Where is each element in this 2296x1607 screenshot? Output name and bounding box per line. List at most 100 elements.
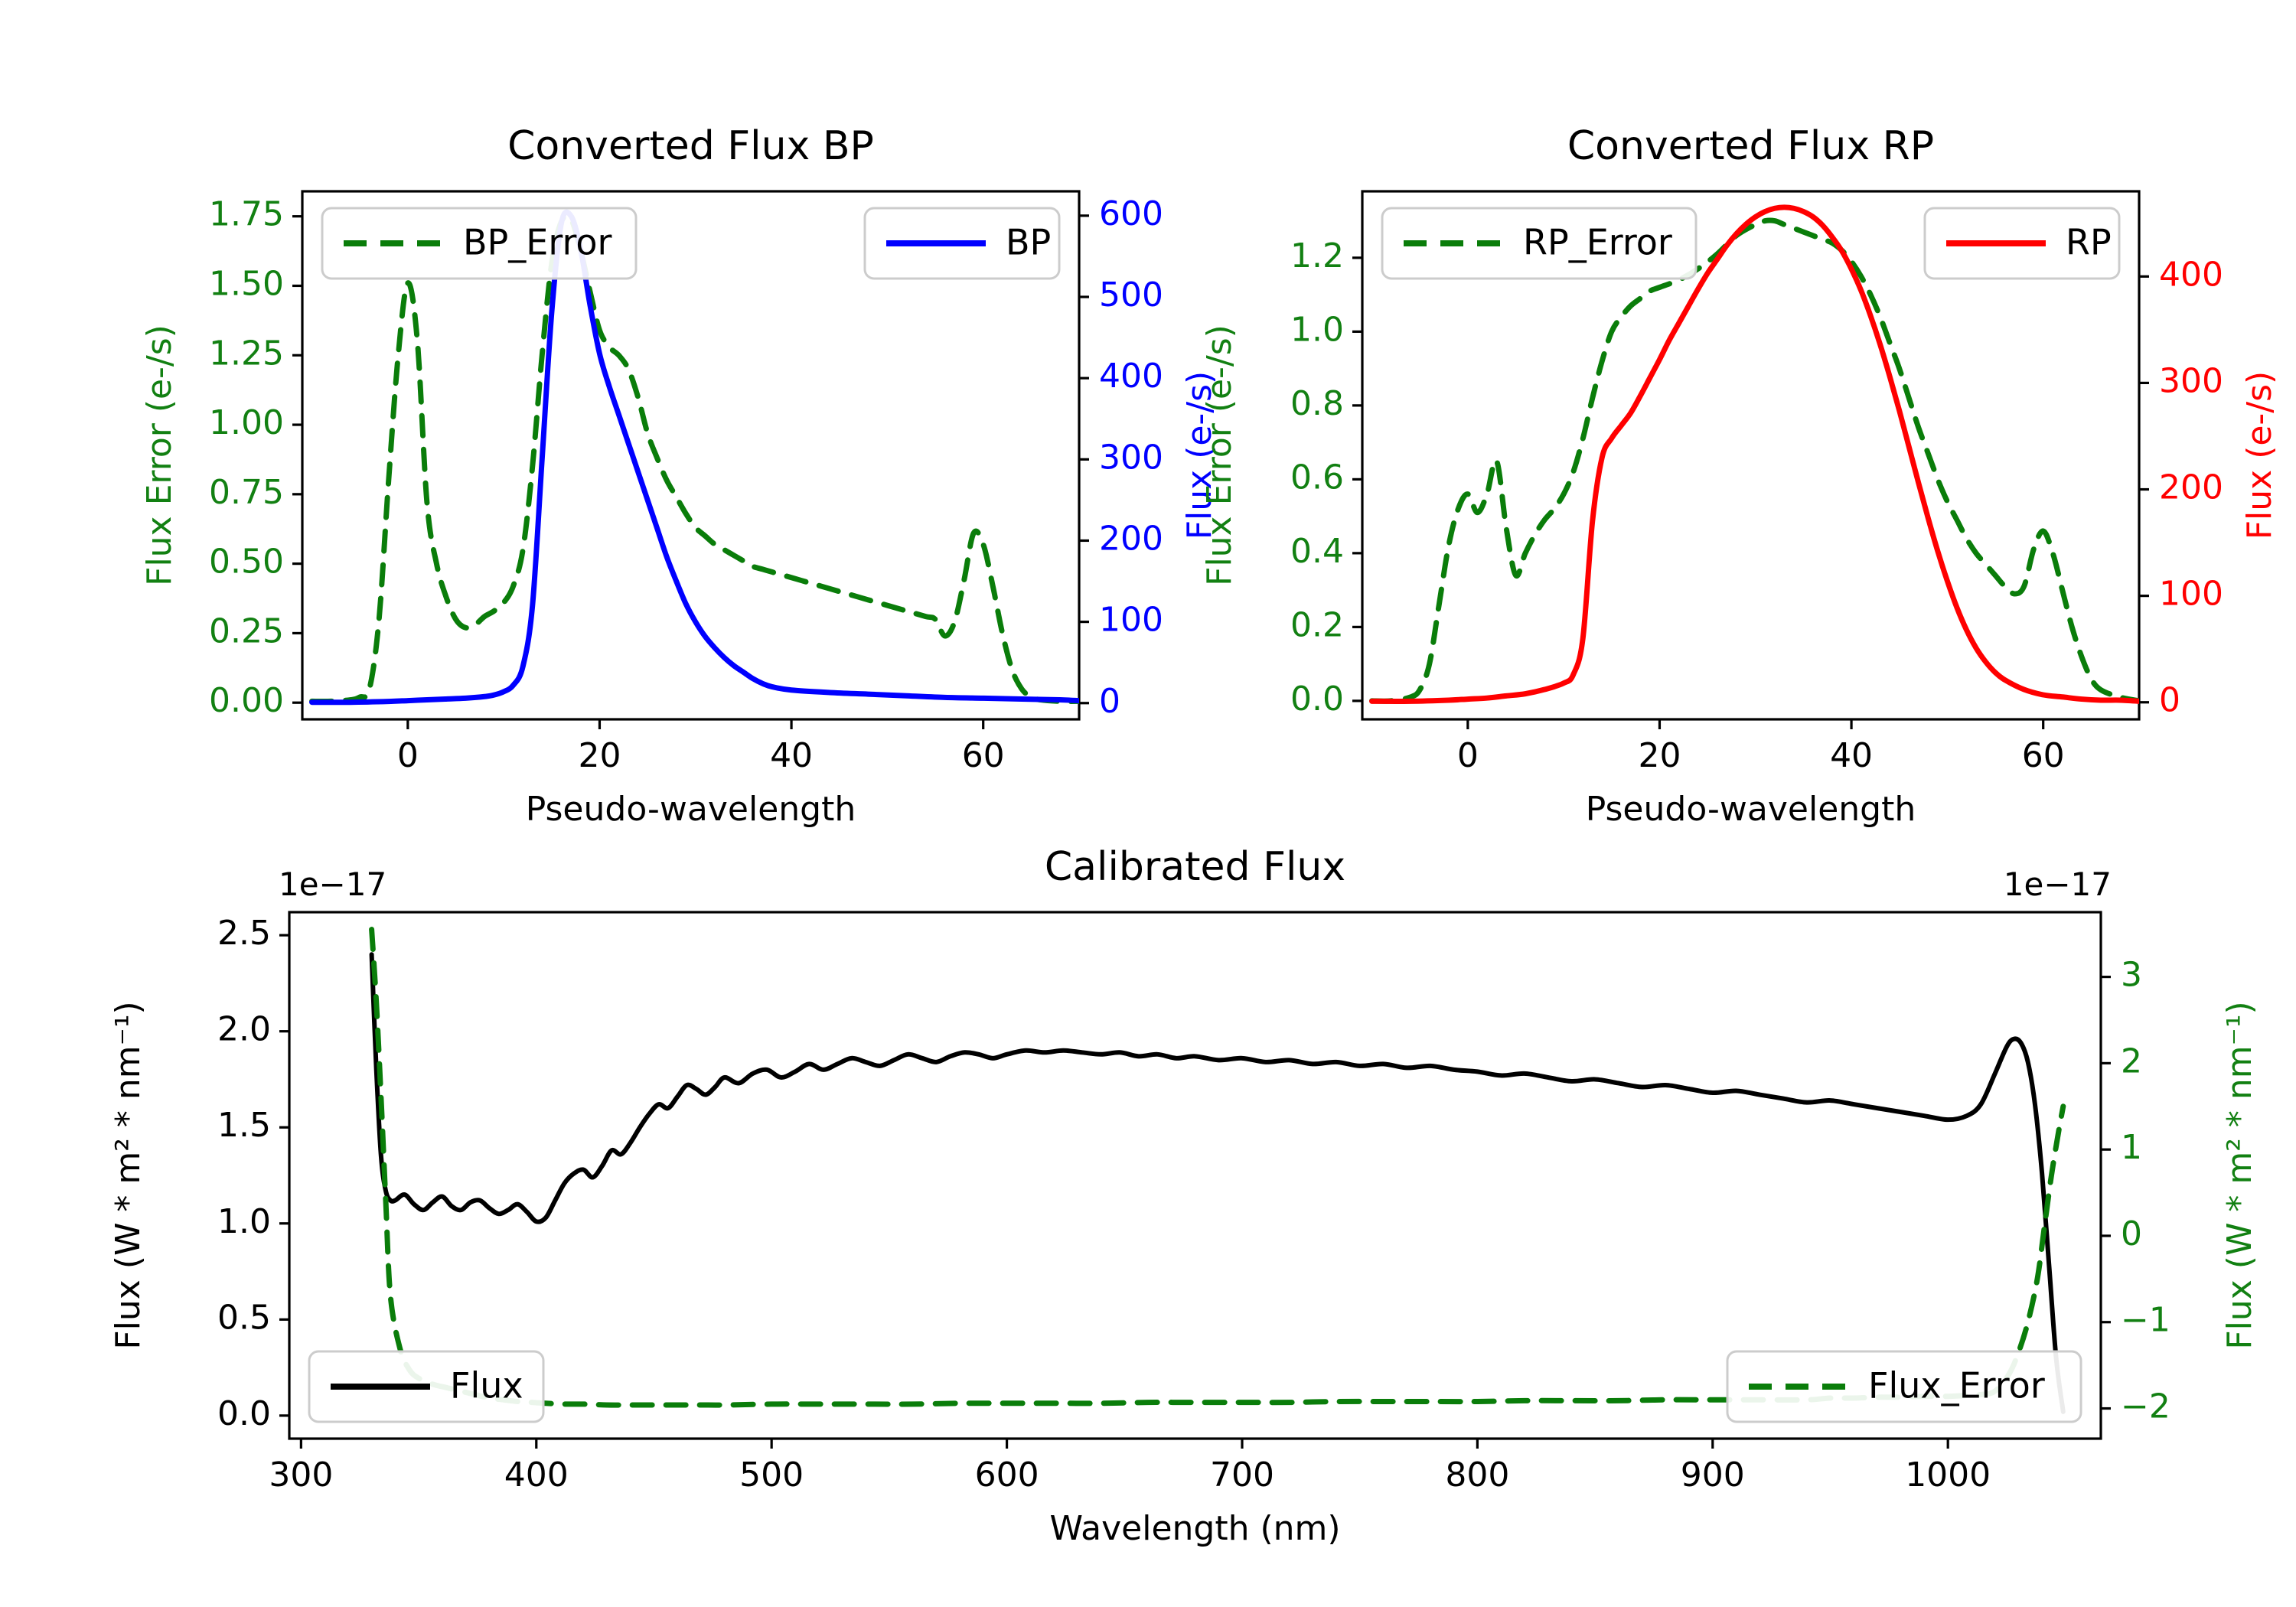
- legend-label-Flux_Error: Flux_Error: [1868, 1365, 2045, 1407]
- curves-group: [1369, 204, 2139, 704]
- x-tick-label: 800: [1445, 1455, 1509, 1495]
- y2-tick-label: −2: [2121, 1387, 2170, 1426]
- y-tick-label: 2.0: [217, 1010, 271, 1049]
- left-y-axis-ticks: 0.00 0.25 0.50 0.75 1.00 1.25 1.50 1.75: [209, 195, 302, 720]
- plot-frame: [1361, 190, 2141, 721]
- legend-Flux[interactable]: Flux: [308, 1350, 545, 1423]
- right-y-axis-label-calibrated-flux: Flux (W * m² * nm⁻¹): [2220, 1001, 2259, 1349]
- x-axis-label-converted-flux-bp: Pseudo-wavelength: [526, 790, 856, 829]
- y2-tick-label: 300: [2159, 361, 2223, 400]
- series-path-BP: [309, 209, 1079, 706]
- x-tick-label: 900: [1681, 1455, 1745, 1495]
- legend-Flux_Error[interactable]: Flux_Error: [1726, 1350, 2082, 1423]
- left-axis-offset-text: 1e−17: [279, 865, 386, 903]
- y2-tick-label: 3: [2121, 956, 2142, 995]
- right-y-axis-label-converted-flux-bp: Flux (e-/s): [1180, 371, 1219, 539]
- left-y-axis-ticks: 0.0 0.5 1.0 1.5 2.0 2.5: [217, 914, 289, 1433]
- plot-frame: [288, 911, 2102, 1440]
- right-y-axis-ticks: −2 −1 0 1 2 3: [2101, 956, 2170, 1426]
- right-y-axis-ticks: 0 100 200 300 400: [2139, 255, 2223, 720]
- right-y-axis-label-converted-flux-rp: Flux (e-/s): [2240, 371, 2279, 539]
- y-tick-label: 0.6: [1290, 458, 1344, 497]
- series-path-Flux: [369, 952, 2066, 1414]
- y2-tick-label: 200: [2159, 468, 2223, 507]
- x-axis-ticks: 0 20 40 60: [397, 719, 1005, 775]
- x-tick-label: 20: [1638, 736, 1681, 775]
- legend-RP_Error[interactable]: RP_Error: [1381, 207, 1698, 280]
- right-axis-offset-text: 1e−17: [2004, 865, 2112, 903]
- x-tick-label: 600: [975, 1455, 1039, 1495]
- y-tick-label: 1.0: [1290, 310, 1344, 349]
- y-tick-label: 0.00: [209, 681, 284, 720]
- legend-box-BP_Error: [321, 207, 638, 280]
- y-tick-label: 0.2: [1290, 605, 1344, 644]
- y2-tick-label: 100: [1099, 601, 1163, 640]
- series-path-RP: [1369, 204, 2139, 704]
- y-tick-label: 1.25: [209, 334, 284, 373]
- y2-tick-label: 1: [2121, 1128, 2142, 1167]
- y2-tick-label: 400: [1099, 357, 1163, 396]
- y-tick-label: 0.4: [1290, 532, 1344, 571]
- y-tick-label: 1.2: [1290, 236, 1344, 275]
- chart-title-converted-flux-bp: Converted Flux BP: [507, 123, 874, 169]
- chart-converted-flux-bp: Converted Flux BP 0 20 40 60 Pseudo-wavelengt…: [140, 123, 1219, 829]
- plot-frame: [301, 190, 1081, 721]
- chart-calibrated-flux: Calibrated Flux 300 400 500 600 700 800 900 1000…: [109, 844, 2259, 1548]
- chart-converted-flux-rp: Converted Flux RP 0 20 40 60 Pseudo-wavelengt…: [1200, 123, 2279, 829]
- left-y-axis-label-calibrated-flux: Flux (W * m² * nm⁻¹): [109, 1001, 148, 1349]
- y-tick-label: 0.50: [209, 543, 284, 582]
- x-tick-label: 60: [962, 736, 1005, 775]
- x-tick-label: 0: [397, 736, 419, 775]
- legend-box-RP_Error: [1381, 207, 1698, 280]
- y-tick-label: 2.5: [217, 914, 271, 953]
- y2-tick-label: 400: [2159, 255, 2223, 294]
- x-tick-label: 500: [739, 1455, 804, 1495]
- x-tick-label: 20: [578, 736, 621, 775]
- legend-BP_Error[interactable]: BP_Error: [321, 207, 638, 280]
- x-tick-label: 400: [504, 1455, 569, 1495]
- series-path-RP_Error: [1369, 217, 2139, 704]
- y-tick-label: 0.8: [1290, 384, 1344, 423]
- legend-label-BP_Error: BP_Error: [463, 222, 612, 263]
- y-tick-label: 0.0: [1290, 680, 1344, 719]
- legend-label-RP: RP: [2066, 222, 2112, 263]
- curves-group: [309, 209, 1079, 706]
- left-y-axis-label-converted-flux-bp: Flux Error (e-/s): [140, 324, 179, 586]
- y2-tick-label: −1: [2121, 1301, 2170, 1340]
- chart-title-converted-flux-rp: Converted Flux RP: [1567, 123, 1934, 169]
- right-y-axis-ticks: 0 100 200 300 400 500 600: [1079, 194, 1163, 721]
- x-tick-label: 1000: [1905, 1455, 1991, 1495]
- legend-label-BP: BP: [1006, 222, 1051, 263]
- y2-tick-label: 0: [1099, 682, 1120, 721]
- y-tick-label: 1.0: [217, 1202, 271, 1241]
- x-tick-label: 40: [770, 736, 813, 775]
- chart-title-calibrated-flux: Calibrated Flux: [1045, 844, 1345, 890]
- y-tick-label: 0.25: [209, 611, 284, 650]
- x-axis-label-calibrated-flux: Wavelength (nm): [1049, 1509, 1340, 1548]
- y2-tick-label: 2: [2121, 1041, 2142, 1081]
- y-tick-label: 1.5: [217, 1106, 271, 1145]
- legend-RP[interactable]: RP: [1923, 207, 2121, 280]
- y2-tick-label: 0: [2121, 1214, 2142, 1253]
- y2-tick-label: 100: [2159, 575, 2223, 614]
- left-y-axis-label-converted-flux-rp: Flux Error (e-/s): [1200, 324, 1239, 586]
- legend-BP[interactable]: BP: [863, 207, 1061, 280]
- y2-tick-label: 500: [1099, 275, 1163, 315]
- x-tick-label: 40: [1830, 736, 1873, 775]
- y-tick-label: 0.75: [209, 473, 284, 512]
- y-tick-label: 1.00: [209, 403, 284, 442]
- y-tick-label: 0.0: [217, 1394, 271, 1433]
- y2-tick-label: 600: [1099, 194, 1163, 233]
- y2-tick-label: 0: [2159, 681, 2180, 720]
- legend-label-Flux: Flux: [450, 1365, 523, 1407]
- series-path-Flux_Error: [369, 927, 2066, 1408]
- series-path-BP_Error: [309, 213, 1079, 705]
- left-y-axis-ticks: 0.0 0.2 0.4 0.6 0.8 1.0 1.2: [1290, 236, 1362, 719]
- x-tick-label: 300: [269, 1455, 333, 1495]
- y2-tick-label: 200: [1099, 519, 1163, 558]
- legend-label-RP_Error: RP_Error: [1523, 222, 1672, 263]
- x-tick-label: 0: [1457, 736, 1479, 775]
- y-tick-label: 0.5: [217, 1298, 271, 1337]
- y-tick-label: 1.75: [209, 195, 284, 234]
